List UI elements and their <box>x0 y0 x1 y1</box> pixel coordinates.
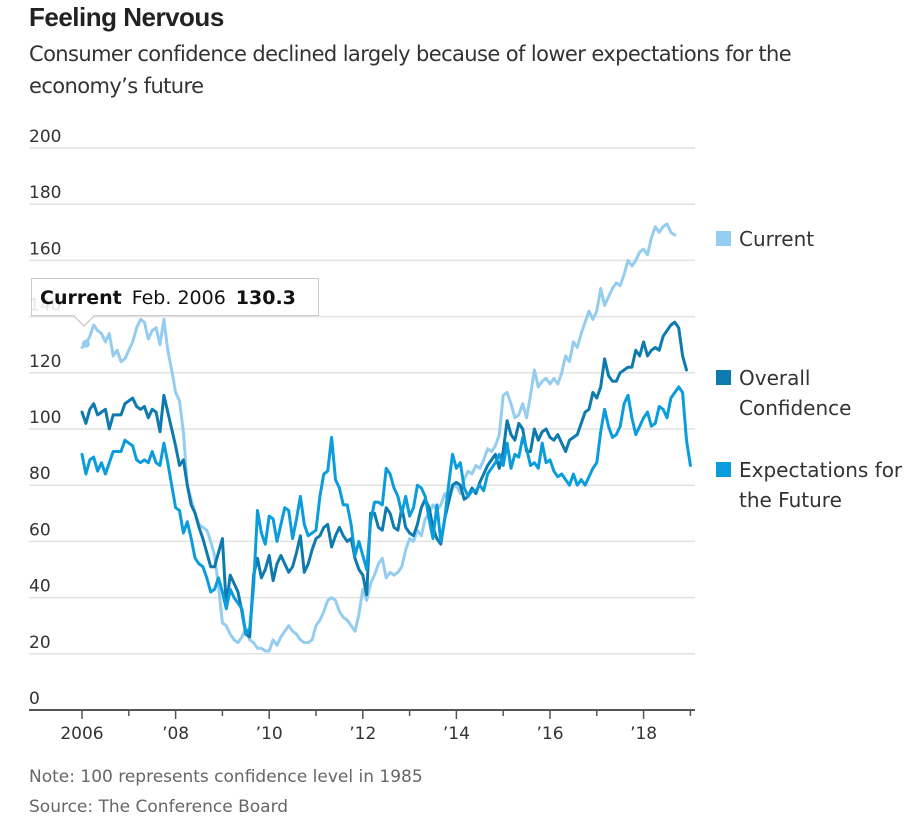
tooltip-series: Current <box>40 287 122 309</box>
series-line-expectations-for-the-future <box>80 385 692 636</box>
legend-label-expectations: Expectations for the Future <box>739 458 903 512</box>
legend-label-current: Current <box>739 227 815 251</box>
y-tick-label: 20 <box>29 633 51 653</box>
legend-label-overall-confidence: Overall Confidence <box>739 366 852 420</box>
y-tick-label: 80 <box>29 464 51 484</box>
x-tick-label: ’10 <box>256 724 283 744</box>
x-tick-label: ’08 <box>162 724 189 744</box>
x-tick-label: ’14 <box>443 724 470 744</box>
tooltip-pointer-fill <box>74 315 94 325</box>
series-line-current <box>80 222 677 653</box>
legend-item-expectations[interactable]: Expectations for the Future <box>716 455 902 515</box>
y-axis: 020406080100120140160180200 <box>29 127 61 709</box>
tooltip-date: Feb. 2006 <box>131 287 226 309</box>
y-tick-label: 120 <box>29 352 61 372</box>
chart-subtitle: Consumer confidence declined largely bec… <box>29 42 792 98</box>
y-tick-label: 100 <box>29 408 61 428</box>
x-axis: 2006 ’08 ’10 ’12 ’14 ’16 ’18 <box>29 709 695 744</box>
tooltip-value: 130.3 <box>235 287 296 309</box>
x-tick-label: ’12 <box>349 724 376 744</box>
legend-swatch-overall-confidence <box>716 370 731 385</box>
y-tick-label: 200 <box>29 127 61 147</box>
chart-title: Feeling Nervous <box>29 2 224 32</box>
series-line-overall-confidence <box>80 320 688 639</box>
y-tick-label: 40 <box>29 577 51 597</box>
legend-swatch-current <box>716 231 731 246</box>
series-lines <box>80 222 692 653</box>
x-tick-label: ’16 <box>536 724 563 744</box>
y-tick-label: 180 <box>29 183 61 203</box>
x-tick-label: ’18 <box>630 724 657 744</box>
y-tick-label: 0 <box>29 689 40 709</box>
legend-item-overall-confidence[interactable]: Overall Confidence <box>716 363 851 423</box>
x-tick-label: 2006 <box>60 724 103 744</box>
y-tick-label: 60 <box>29 520 51 540</box>
y-tick-label: 160 <box>29 239 61 259</box>
footnote: Note: 100 represents confidence level in… <box>29 767 423 787</box>
hover-marker-group <box>81 339 90 348</box>
hover-point <box>81 339 90 348</box>
hover-tooltip: Current Feb. 2006 130.3 <box>31 278 319 316</box>
source-note: Source: The Conference Board <box>29 797 289 817</box>
legend-swatch-expectations <box>716 462 731 477</box>
legend-item-current[interactable]: Current <box>716 224 814 254</box>
